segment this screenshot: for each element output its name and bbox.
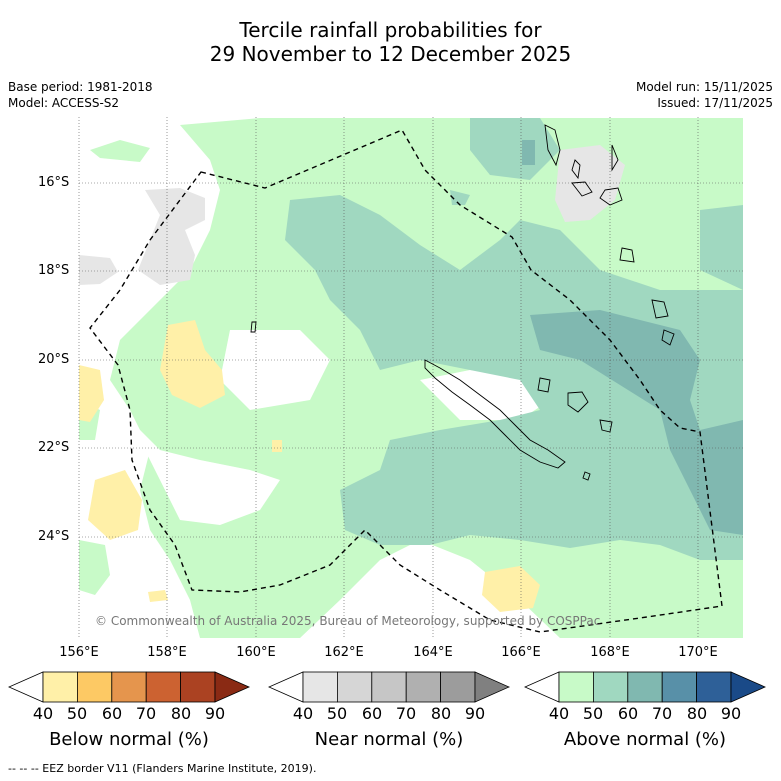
probability-fields bbox=[79, 117, 743, 638]
colorbar-tick: 60 bbox=[101, 704, 123, 723]
lat-label-20s: 20°S bbox=[38, 352, 70, 367]
vanuatu-coastline bbox=[544, 124, 675, 346]
lon-label-164e: 164°E bbox=[413, 645, 453, 660]
lon-label-166e: 166°E bbox=[501, 645, 541, 660]
colorbar-tick: 60 bbox=[617, 704, 639, 723]
lon-label-162e: 162°E bbox=[324, 645, 364, 660]
small-island-coastline bbox=[250, 321, 591, 481]
run-info: Model run: 15/11/2025 Issued: 17/11/2025 bbox=[636, 79, 773, 111]
colorbar-above-max-arrow bbox=[730, 671, 766, 703]
eez-border bbox=[89, 129, 723, 633]
colorbar-tick: 90 bbox=[464, 704, 486, 723]
colorbar-near-swatch bbox=[405, 671, 442, 703]
colorbar-tick: 70 bbox=[135, 704, 157, 723]
colorbar-below-swatch bbox=[111, 671, 147, 703]
colorbar-tick: 90 bbox=[204, 704, 226, 723]
lat-label-16s: 16°S bbox=[38, 175, 70, 190]
lat-label-22s: 22°S bbox=[38, 440, 70, 455]
colorbar-above-swatch bbox=[627, 671, 663, 703]
colorbar-below-label: Below normal (%) bbox=[49, 729, 209, 750]
colorbar-tick: 80 bbox=[430, 704, 452, 723]
colorbar-above-swatch bbox=[558, 671, 594, 703]
colorbar-tick: 50 bbox=[582, 704, 604, 723]
map-title: Tercile rainfall probabilities for 29 No… bbox=[0, 18, 781, 66]
colorbar-below-swatch bbox=[42, 671, 78, 703]
colorbar-tick: 40 bbox=[548, 704, 570, 723]
title-line-1: Tercile rainfall probabilities for bbox=[239, 18, 542, 42]
colorbar-graphics bbox=[8, 671, 766, 703]
lon-label-168e: 168°E bbox=[590, 645, 630, 660]
colorbar-tick: 80 bbox=[170, 704, 192, 723]
new-caledonia-coastline bbox=[424, 359, 566, 469]
model-run-date: Model run: 15/11/2025 bbox=[635, 80, 773, 94]
colorbar-near-swatch bbox=[440, 671, 476, 703]
colorbar-tick: 60 bbox=[361, 704, 383, 723]
coastlines bbox=[250, 124, 675, 481]
colorbar-tick: 90 bbox=[720, 704, 742, 723]
eez-legend-footer: -- -- -- EEZ border V11 (Flanders Marine… bbox=[8, 762, 317, 775]
lon-label-160e: 160°E bbox=[236, 645, 276, 660]
model-info: Base period: 1981-2018 Model: ACCESS-S2 bbox=[8, 79, 153, 111]
model-name: Model: ACCESS-S2 bbox=[8, 96, 120, 110]
colorbar-tick: 70 bbox=[651, 704, 673, 723]
lon-label-158e: 158°E bbox=[147, 645, 187, 660]
colorbar-near-label: Near normal (%) bbox=[314, 729, 464, 750]
colorbar-tick: 40 bbox=[292, 704, 314, 723]
colorbar-tick: 80 bbox=[686, 704, 708, 723]
lon-label-156e: 156°E bbox=[59, 645, 99, 660]
colorbar-tick: 70 bbox=[395, 704, 417, 723]
colorbar-near-swatch bbox=[371, 671, 407, 703]
copyright-notice: © Commonwealth of Australia 2025, Bureau… bbox=[95, 614, 601, 628]
colorbar-near-min-arrow bbox=[268, 671, 304, 703]
colorbar-near-swatch bbox=[302, 671, 338, 703]
lat-label-18s: 18°S bbox=[38, 263, 70, 278]
lon-label-170e: 170°E bbox=[678, 645, 718, 660]
colorbar-below-swatch bbox=[145, 671, 181, 703]
title-line-2: 29 November to 12 December 2025 bbox=[209, 42, 572, 66]
colorbar-tick: 50 bbox=[326, 704, 348, 723]
loyalty-islands-coastline bbox=[537, 377, 613, 433]
issued-date: Issued: 17/11/2025 bbox=[657, 96, 773, 110]
lat-label-24s: 24°S bbox=[38, 529, 70, 544]
colorbar-below-swatch bbox=[180, 671, 216, 703]
colorbar-above-swatch bbox=[661, 671, 698, 703]
colorbar-above-label: Above normal (%) bbox=[563, 729, 727, 750]
colorbar-below-min-arrow bbox=[8, 671, 44, 703]
colorbar-above-swatch bbox=[593, 671, 629, 703]
colorbar-above-min-arrow bbox=[524, 671, 560, 703]
colorbar-tick: 50 bbox=[66, 704, 88, 723]
colorbar-below-max-arrow bbox=[214, 671, 250, 703]
base-period: Base period: 1981-2018 bbox=[8, 80, 153, 94]
colorbar-above-swatch bbox=[696, 671, 732, 703]
colorbar-near-max-arrow bbox=[474, 671, 510, 703]
colorbar-below-swatch bbox=[77, 671, 113, 703]
colorbar-near-swatch bbox=[336, 671, 373, 703]
colorbar-tick: 40 bbox=[32, 704, 54, 723]
